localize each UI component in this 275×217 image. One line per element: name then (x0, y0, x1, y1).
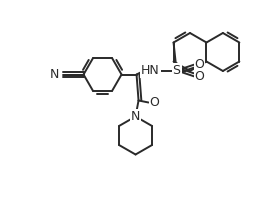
Text: O: O (195, 70, 205, 83)
Text: O: O (195, 58, 205, 71)
Text: S: S (172, 64, 181, 77)
Text: HN: HN (141, 64, 160, 77)
Text: O: O (150, 96, 160, 109)
Text: N: N (50, 68, 59, 81)
Text: N: N (131, 110, 140, 123)
